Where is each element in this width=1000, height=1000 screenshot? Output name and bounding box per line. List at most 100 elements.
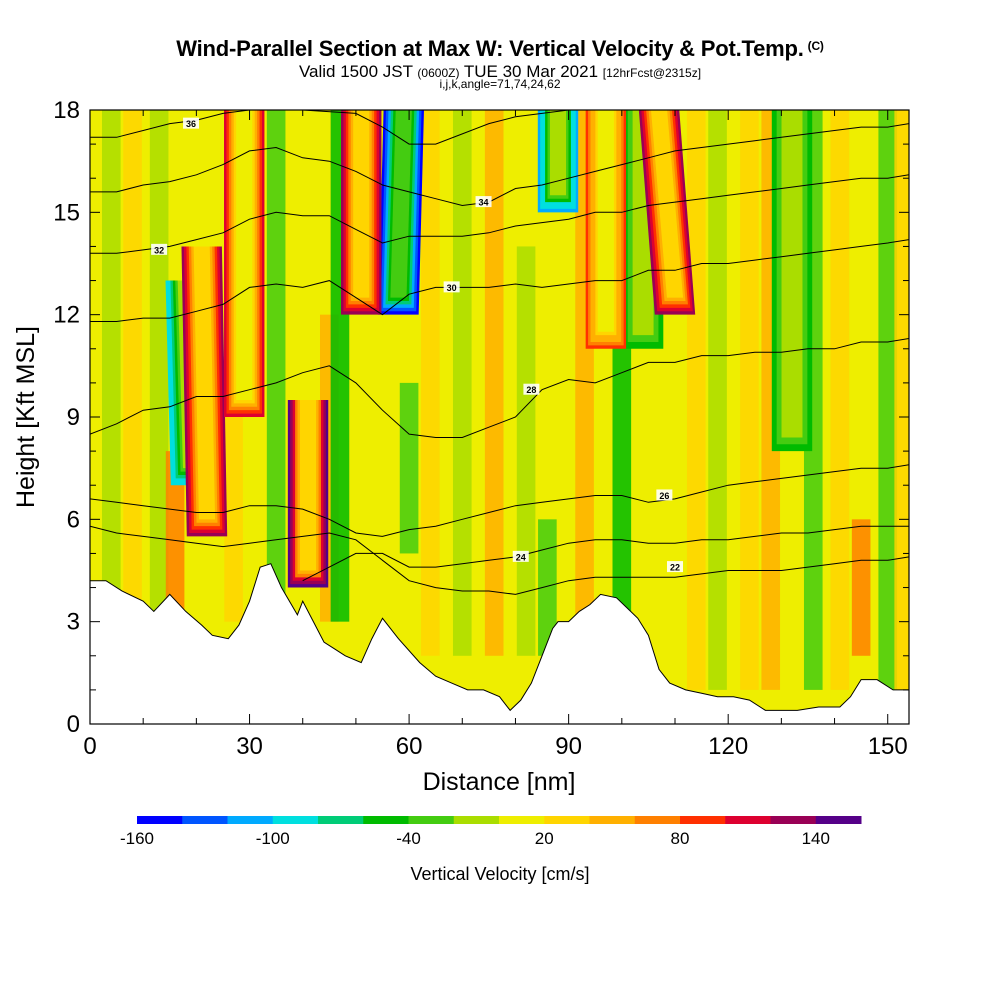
theta-contour-24 [302,525,909,582]
x-axis-label: Distance [nm] [423,768,576,796]
field-streak [421,110,440,656]
colorbar-swatch [680,816,726,824]
colorbar-swatch [499,816,545,824]
field-streak [830,110,850,690]
chart-title: Wind-Parallel Section at Max W: Vertical… [0,36,1000,62]
colorbar-swatch [589,816,636,824]
theta-contour-28 [90,338,909,438]
field-streak [516,246,536,656]
colorbar-swatch [182,816,228,824]
colorbar-swatch [725,816,771,824]
chart-title-suffix: (C) [807,39,824,53]
colorbar-swatch [453,816,500,824]
contour-label-22: 22 [670,563,680,573]
field-streak [740,110,759,690]
contour-label-bg [183,117,200,129]
y-tick-label: 6 [67,506,80,533]
theta-contour-26 [90,464,909,537]
valid-date: TUE 30 Mar 2021 [463,62,599,81]
colorbar-swatch [137,816,183,824]
chart-title-text: Wind-Parallel Section at Max W: Vertical… [176,36,804,61]
colorbar-tick-label: -40 [396,829,421,848]
colorbar-swatch [634,816,681,824]
field-streak [878,110,898,690]
downdraft-band [390,110,412,298]
field-streak [851,519,871,656]
field-streak [101,110,121,711]
colorbar-swatch [815,816,862,824]
field-streak [708,110,727,690]
updraft-band [236,110,253,400]
y-tick-label: 12 [53,302,80,329]
field-streak [165,451,185,622]
colorbar-tick-label: -100 [256,829,290,848]
colorbar-swatch [363,816,409,824]
x-tick-label: 0 [83,733,96,760]
valid-prefix: Valid 1500 JST [298,62,413,81]
velocity-field [90,110,909,711]
y-tick-label: 0 [67,711,80,738]
contour-label-bg [523,383,540,395]
contour-label-bg [656,489,673,501]
contour-label-bg [443,281,460,293]
forecast-info: [12hrFcst@2315z] [602,66,702,80]
contour-label-32: 32 [154,245,164,255]
theta-contour-22 [90,525,909,595]
contour-label-bg [475,196,492,208]
theta-contour-32 [90,174,909,254]
updraft-band [353,110,370,298]
section-params: i,j,k,angle=71,74,24,62 [439,77,561,91]
terrain-mask [89,563,910,725]
y-axis-label: Height [Kft MSL] [12,326,40,508]
contour-label-28: 28 [526,385,536,395]
colorbar-tick-label: 20 [535,829,554,848]
colorbar-title: Vertical Velocity [cm/s] [410,864,589,884]
valid-zulu: (0600Z) [417,66,460,80]
colorbar-swatch [408,816,455,824]
y-tick-label: 15 [53,199,80,226]
field-streak [686,110,706,690]
field-streak [484,110,504,656]
theta-contour-36 [90,110,909,145]
x-tick-label: 60 [396,733,423,760]
x-tick-label: 30 [236,733,263,760]
contour-label-36: 36 [186,119,196,129]
x-tick-label: 90 [555,733,582,760]
updraft-band [193,246,216,520]
field-streak [399,382,419,554]
theta-contour-34 [90,123,909,207]
updraft-band [299,399,317,571]
contour-label-24: 24 [516,552,526,562]
theta-contour-30 [90,239,909,322]
y-tick-label: 3 [67,609,80,636]
field-streak [538,519,557,656]
colorbar-tick-label: 140 [802,829,830,848]
field-streak [123,110,142,711]
colorbar-tick-label: -160 [120,829,154,848]
x-tick-label: 120 [708,733,748,760]
contour-label-bg [667,561,683,573]
downdraft-band [549,110,567,196]
y-tick-label: 18 [53,97,80,124]
colorbar-swatch [272,816,319,824]
contour-label-34: 34 [479,198,489,208]
downdraft-band [783,110,801,435]
field-streak [894,110,909,690]
theta-contours: 22 24 26 28 30 32 34 36 [90,110,909,595]
colorbar-swatch [227,816,274,824]
field-streak [452,110,472,656]
field-streak [149,110,169,711]
colorbar-swatch [770,816,817,824]
chart-subtitle: Valid 1500 JST (0600Z) TUE 30 Mar 2021 [… [0,62,1000,82]
colorbar-swatch [544,816,590,824]
x-tick-label: 150 [868,733,908,760]
field-streak [266,110,286,622]
contour-label-bg [151,243,168,255]
contour-label-26: 26 [659,491,669,501]
terrain-profile [89,563,910,725]
colorbar: -160 -100 -40 20 80 140 Vertical Velocity [cm/… [120,816,862,884]
colorbar-swatch [318,816,364,824]
updraft-band [597,110,614,332]
